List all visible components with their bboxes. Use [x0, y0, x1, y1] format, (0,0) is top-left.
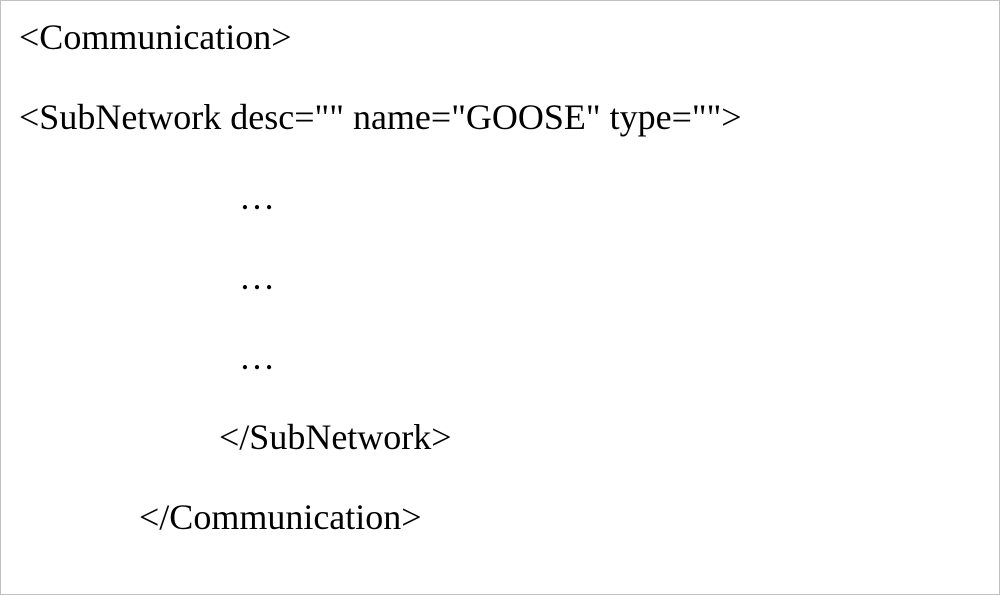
xml-close-communication: </Communication>	[19, 499, 995, 535]
xml-open-communication: <Communication>	[19, 19, 995, 55]
ellipsis-3: …	[19, 339, 995, 375]
ellipsis-2: …	[19, 259, 995, 295]
ellipsis-1: …	[19, 179, 995, 215]
code-snippet-container: <Communication> <SubNetwork desc="" name…	[0, 0, 1000, 595]
xml-close-subnetwork: </SubNetwork>	[19, 419, 995, 455]
xml-open-subnetwork: <SubNetwork desc="" name="GOOSE" type=""…	[19, 99, 995, 135]
